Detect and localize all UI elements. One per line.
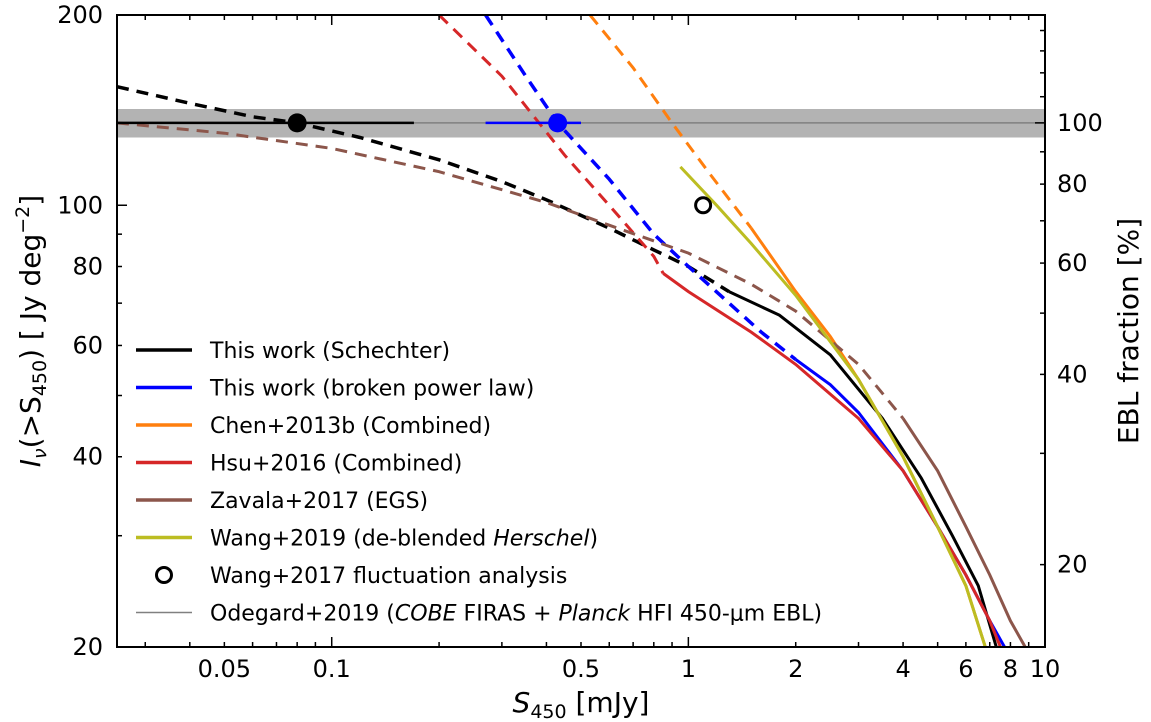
axes-layer: 0.05 0.1 0.5 1 2 4 6 8 10 20 40 60 80 100 200 20 40 60 80 1… [57,1,1103,683]
legend-text-part: Zavala+2017 (EGS) [210,489,428,514]
y-tick-label: 100 [57,191,103,219]
legend-text-part: Wang+2017 fluctuation analysis [210,564,567,589]
x-tick-label: 2 [788,655,803,683]
x-tick-label: 10 [1030,655,1061,683]
chen-solid-line [749,227,987,647]
points-layer [117,113,713,215]
x-axis-title: S450 [mJy] [513,686,650,722]
y2-tick-label: 20 [1057,551,1088,579]
x-tick-label: 0.05 [198,655,251,683]
x-tick-label: 4 [895,655,910,683]
y-tick-label: 40 [72,443,103,471]
x-tick-label: 6 [958,655,973,683]
legend-text-part: COBE [395,602,457,627]
legend-text-part: Hsu+2016 (Combined) [210,452,462,477]
y2-tick-label: 40 [1057,360,1088,388]
y2-axis-title: EBL fraction [%] [1112,218,1145,444]
legend-text-part: Planck [559,602,632,627]
schechter-dashed-line [117,84,730,294]
zavala-solid-line [901,417,1027,647]
legend-text-part: This work (Schechter) [209,339,450,364]
x-tick-label: 0.1 [313,655,351,683]
chen-dashed-line [588,15,753,230]
hsu-dashed-line [438,15,665,275]
x-tick-label: 0.5 [562,655,600,683]
hsu-solid-line [662,272,1002,647]
legend-label-schechter: This work (Schechter) [209,339,450,364]
y-tick-label: 60 [72,331,103,359]
legend-text-part: Herschel [493,527,589,552]
legend-label-broken: This work (broken power law) [209,377,534,402]
legend-label-wang17: Wang+2017 fluctuation analysis [210,564,567,589]
schechter_pt-marker [287,113,307,133]
y2-tick-label: 80 [1057,170,1088,198]
x-tick-label: 8 [1003,655,1018,683]
zavala-dashed-line [117,121,905,420]
legend-text-part: FIRAS + [457,602,559,627]
y-tick-label: 200 [57,1,103,29]
wang17_pt-marker [694,196,713,215]
legend-label-odegard: Odegard+2019 (COBE FIRAS + Planck HFI 45… [210,602,822,627]
legend-label-wang19: Wang+2019 (de-blended Herschel) [210,527,598,552]
legend-text-part: HFI 450-μm EBL) [630,602,822,627]
broken_pt-marker [548,113,568,133]
y-tick-label: 80 [72,252,103,280]
legend-label-zavala: Zavala+2017 (EGS) [210,489,428,514]
legend-label-hsu: Hsu+2016 (Combined) [210,452,462,477]
legend-label-chen: Chen+2013b (Combined) [210,414,491,439]
y-tick-label: 20 [72,633,103,661]
legend: This work (Schechter) This work (broken p… [136,339,822,627]
legend-text-part: This work (broken power law) [209,377,534,402]
schechter-solid-line [728,290,998,647]
legend-text-part: Chen+2013b (Combined) [210,414,491,439]
x-tick-label: 1 [681,655,696,683]
broken-dashed-line [484,15,797,361]
y2-tick-label: 100 [1057,109,1103,137]
y-axis-title: Iν(>S450) [ Jy deg−2] [12,195,51,467]
legend-text-part: ) [589,527,598,552]
y2-tick-label: 60 [1057,249,1088,277]
legend-swatch-wang17 [155,566,173,584]
series-layer [117,15,1027,647]
legend-text-part: Wang+2019 (de-blended [210,527,493,552]
legend-text-part: Odegard+2019 ( [210,602,395,627]
wang19-solid-line [679,165,987,647]
